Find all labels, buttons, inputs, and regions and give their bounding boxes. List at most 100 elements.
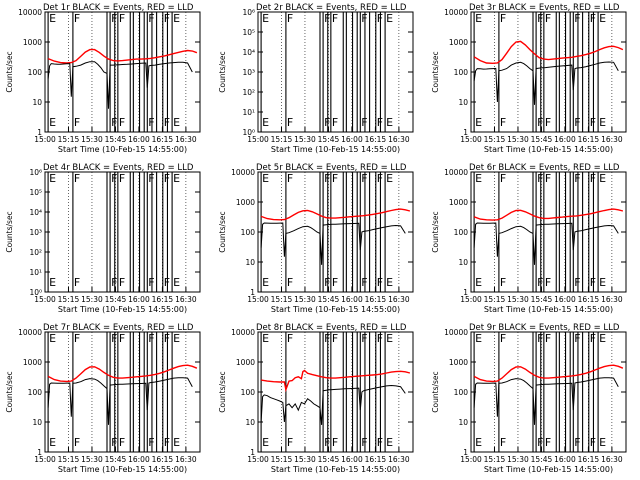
x-tick-label: 15:30	[81, 455, 103, 464]
x-tick-label: 16:15	[365, 135, 387, 144]
flag-marker-top-F: F	[361, 12, 367, 25]
y-tick-label: 1000	[23, 38, 42, 47]
flag-marker-top-F: F	[500, 332, 506, 345]
y-tick-label: 10000	[444, 328, 468, 337]
flag-marker-top-F: F	[361, 172, 367, 185]
plot-title: Det 1r BLACK = Events, RED = LLD	[43, 3, 194, 13]
x-axis-label: Start Time (10-Feb-15 14:55:00)	[58, 305, 187, 314]
x-tick-label: 15:30	[507, 135, 529, 144]
flag-marker-top-F: F	[164, 172, 170, 185]
flag-marker-F: F	[324, 116, 330, 129]
x-tick-label: 15:00	[34, 135, 56, 144]
flag-marker-E: E	[173, 436, 180, 449]
flag-marker-E: E	[599, 116, 606, 129]
plot-title: Det 4r BLACK = Events, RED = LLD	[43, 163, 194, 173]
flag-marker-E: E	[262, 276, 269, 289]
y-tick-label: 10	[32, 98, 42, 107]
y-tick-label: 10⁰	[242, 128, 255, 137]
y-tick-label: 1	[463, 128, 468, 137]
flag-marker-top-E: E	[386, 332, 393, 345]
x-tick-label: 15:30	[507, 295, 529, 304]
flag-marker-F: F	[119, 276, 125, 289]
flag-marker-top-E: E	[49, 12, 56, 25]
flag-marker-top-E: E	[475, 172, 482, 185]
y-tick-label: 10000	[444, 168, 468, 177]
y-tick-label: 10	[32, 418, 42, 427]
x-tick-label: 16:15	[152, 455, 174, 464]
x-tick-label: 16:15	[152, 135, 174, 144]
flag-marker-F: F	[324, 436, 330, 449]
x-tick-label: 15:30	[294, 455, 316, 464]
x-tick-label: 16:15	[152, 295, 174, 304]
flag-marker-top-F: F	[74, 12, 80, 25]
flag-marker-top-F: F	[287, 332, 293, 345]
flag-marker-top-F: F	[545, 12, 551, 25]
flag-marker-top-F: F	[74, 172, 80, 185]
y-tick-label: 1	[250, 448, 255, 457]
plot-det-5: Det 5r BLACK = Events, RED = LLD 1 10 100 10…	[218, 163, 414, 314]
y-tick-label: 10²	[242, 88, 255, 97]
y-tick-label: 10	[245, 258, 255, 267]
flag-marker-top-E: E	[49, 172, 56, 185]
flag-marker-top-F: F	[119, 172, 125, 185]
x-tick-label: 16:30	[388, 135, 410, 144]
x-tick-label: 15:30	[294, 295, 316, 304]
flag-marker-F: F	[164, 276, 170, 289]
x-tick-label: 15:00	[247, 295, 269, 304]
x-tick-label: 16:30	[175, 455, 197, 464]
plot-title: Det 2r BLACK = Events, RED = LLD	[256, 3, 407, 13]
flag-marker-top-F: F	[361, 332, 367, 345]
flag-marker-top-F: F	[111, 172, 117, 185]
x-axis-label: Start Time (10-Feb-15 14:55:00)	[484, 305, 613, 314]
flag-marker-top-F: F	[332, 172, 338, 185]
y-tick-label: 100	[454, 388, 469, 397]
x-tick-label: 15:15	[484, 455, 506, 464]
y-axis-label: Counts/sec	[218, 51, 227, 92]
x-tick-label: 15:45	[318, 295, 340, 304]
flag-marker-F: F	[361, 436, 367, 449]
flag-marker-top-E: E	[262, 12, 269, 25]
x-tick-label: 16:30	[601, 455, 623, 464]
flag-marker-top-F: F	[500, 172, 506, 185]
y-tick-label: 1	[37, 448, 42, 457]
y-axis-label: Counts/sec	[5, 211, 14, 252]
y-axis-label: Counts/sec	[431, 211, 440, 252]
plot-title: Det 7r BLACK = Events, RED = LLD	[43, 323, 194, 333]
x-tick-label: 16:30	[601, 295, 623, 304]
x-tick-label: 15:15	[58, 135, 80, 144]
flag-marker-F: F	[574, 436, 580, 449]
y-tick-label: 10⁴	[242, 48, 255, 57]
flag-marker-F: F	[164, 436, 170, 449]
flag-marker-top-E: E	[475, 332, 482, 345]
y-tick-label: 10000	[231, 328, 255, 337]
plot-det-6: Det 6r BLACK = Events, RED = LLD 1 10 100 10…	[431, 163, 627, 314]
flag-marker-F: F	[574, 276, 580, 289]
x-axis-label: Start Time (10-Feb-15 14:55:00)	[271, 305, 400, 314]
flag-marker-top-F: F	[119, 332, 125, 345]
series-lld	[473, 364, 624, 383]
x-tick-label: 16:00	[341, 295, 363, 304]
y-tick-label: 1	[37, 128, 42, 137]
flag-marker-top-F: F	[332, 332, 338, 345]
plot-det-1: Det 1r BLACK = Events, RED = LLD 1 10 100 10…	[5, 3, 201, 154]
y-tick-label: 10000	[231, 168, 255, 177]
flag-marker-F: F	[74, 116, 80, 129]
y-axis-label: Counts/sec	[5, 371, 14, 412]
plot-det-7: Det 7r BLACK = Events, RED = LLD 1 10 100 10…	[5, 323, 201, 474]
x-tick-label: 15:15	[271, 295, 293, 304]
y-tick-label: 10¹	[242, 108, 255, 117]
flag-marker-E: E	[475, 276, 482, 289]
flag-marker-top-E: E	[599, 12, 606, 25]
series-lld	[473, 40, 624, 65]
plot-title: Det 8r BLACK = Events, RED = LLD	[256, 323, 407, 333]
flag-marker-E: E	[262, 116, 269, 129]
flag-marker-E: E	[475, 436, 482, 449]
x-tick-label: 16:00	[128, 135, 150, 144]
flag-marker-top-F: F	[590, 172, 596, 185]
x-tick-label: 15:45	[105, 295, 127, 304]
flag-marker-F: F	[324, 276, 330, 289]
flag-marker-top-F: F	[590, 332, 596, 345]
flag-marker-top-E: E	[386, 12, 393, 25]
flag-marker-F: F	[111, 276, 117, 289]
flag-marker-top-F: F	[574, 172, 580, 185]
